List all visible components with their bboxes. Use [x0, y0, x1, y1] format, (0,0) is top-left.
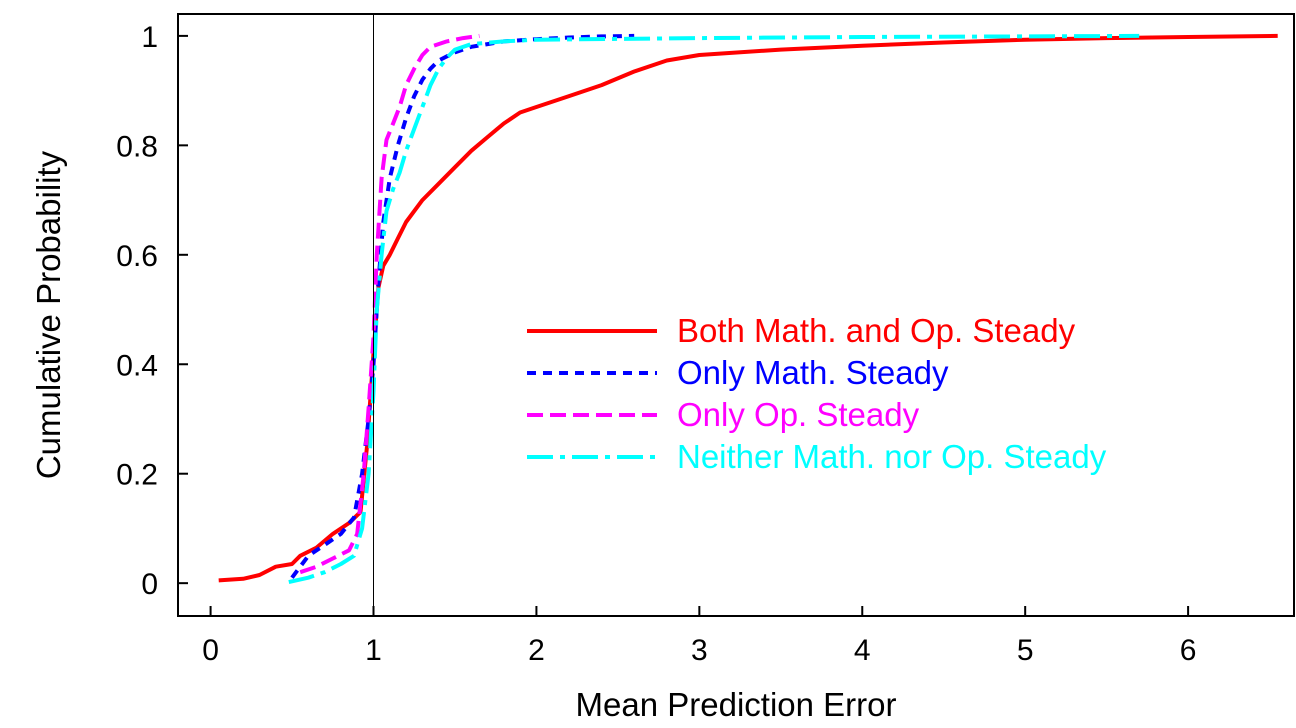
legend-label-1: Only Math. Steady	[677, 354, 949, 391]
legend-label-0: Both Math. and Op. Steady	[677, 312, 1076, 349]
x-tick-label: 6	[1180, 634, 1197, 667]
legend: Both Math. and Op. Steady Only Math. Stea…	[527, 312, 1107, 475]
x-tick-label: 0	[202, 634, 219, 667]
y-tick-label: 0.8	[116, 130, 158, 163]
y-tick-label: 1	[141, 21, 158, 54]
y-tick-label: 0.4	[116, 349, 158, 382]
y-tick-label: 0.2	[116, 459, 158, 492]
y-tick-label: 0.6	[116, 240, 158, 273]
plot-frame	[177, 13, 1295, 617]
x-axis-ticks: 0 1 2 3 4 5 6	[202, 606, 1196, 667]
y-axis-ticks: 0 0.2 0.4 0.6 0.8 1	[116, 21, 188, 601]
x-tick-label: 4	[854, 634, 871, 667]
x-tick-label: 5	[1017, 634, 1034, 667]
legend-label-3: Neither Math. nor Op. Steady	[677, 438, 1107, 475]
x-axis-title: Mean Prediction Error	[576, 686, 897, 723]
legend-label-2: Only Op. Steady	[677, 396, 920, 433]
x-tick-label: 1	[365, 634, 382, 667]
series-line-0	[218, 33, 1278, 583]
y-tick-label: 0	[141, 568, 158, 601]
series-line-2	[299, 33, 480, 575]
x-tick-label: 3	[691, 634, 708, 667]
series-line-1	[290, 33, 635, 579]
y-axis-title: Cumulative Probability	[30, 150, 67, 479]
series-layer	[218, 33, 1278, 585]
series-line-3	[288, 33, 1140, 585]
x-tick-label: 2	[528, 634, 545, 667]
